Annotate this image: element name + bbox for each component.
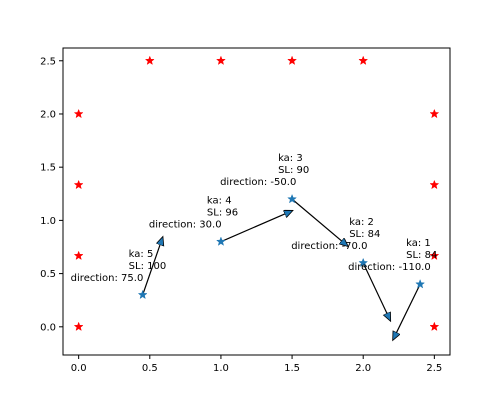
direction-arrow (362, 262, 390, 320)
annotation-direction: direction: -70.0 (291, 241, 367, 252)
direction-arrow (220, 211, 292, 243)
y-tick-label: 1.5 (40, 163, 56, 174)
direction-arrows (142, 198, 421, 339)
annotation-sl: SL: 90 (278, 165, 309, 176)
direction-arrow (291, 198, 347, 246)
plot-area (62, 47, 451, 356)
x-tick-label: 0.0 (71, 363, 87, 374)
ka-point (415, 279, 426, 289)
x-tick-label: 1.5 (284, 363, 300, 374)
y-axis: 0.0 0.5 1.0 1.5 2.0 2.5 (40, 56, 63, 333)
boundary-point (287, 55, 298, 65)
annotation-ka: ka: 2 (349, 217, 374, 228)
x-tick-label: 2.5 (426, 363, 442, 374)
y-tick-label: 1.0 (40, 216, 56, 227)
annotation-direction: direction: -110.0 (348, 262, 431, 273)
direction-arrow (142, 237, 163, 296)
annotation-ka: ka: 1 (406, 238, 431, 249)
annotation-ka: ka: 3 (278, 153, 303, 164)
annotation-sl: SL: 84 (406, 250, 437, 261)
annotation-sl: SL: 84 (349, 229, 380, 240)
annotation-direction: direction: 30.0 (149, 220, 222, 231)
annotation-sl: SL: 96 (207, 208, 238, 219)
x-tick-label: 0.5 (142, 363, 158, 374)
boundary-point (144, 55, 155, 65)
y-tick-label: 2.0 (40, 109, 56, 120)
ka-point (358, 257, 369, 268)
boundary-point (73, 250, 84, 261)
ka-points (137, 193, 426, 300)
boundary-point (73, 321, 84, 332)
ka-point (137, 289, 148, 300)
annotation-ka: ka: 4 (207, 196, 232, 207)
annotation-sl: SL: 100 (129, 261, 167, 272)
boundary-point (73, 108, 84, 119)
boundary-point (73, 179, 84, 190)
annotation-direction: direction: -50.0 (220, 177, 296, 188)
annotation-ka: ka: 5 (129, 249, 154, 260)
y-tick-label: 0.5 (40, 269, 56, 280)
boundary-point (358, 55, 369, 65)
annotation-direction: direction: 75.0 (71, 273, 144, 284)
direction-arrow (393, 283, 421, 339)
y-tick-label: 0.0 (40, 322, 56, 333)
x-axis: 0.0 0.5 1.0 1.5 2.0 2.5 (71, 355, 442, 374)
ka-point (287, 193, 298, 204)
boundary-point (429, 321, 440, 332)
boundary-point (429, 108, 440, 119)
y-tick-label: 2.5 (40, 56, 56, 67)
boundary-point (429, 179, 440, 190)
x-tick-label: 2.0 (355, 363, 371, 374)
ka-point (215, 236, 226, 246)
x-tick-label: 1.0 (213, 363, 229, 374)
boundary-point (429, 250, 440, 261)
boundary-point (215, 55, 226, 65)
boundary-points (73, 55, 440, 332)
